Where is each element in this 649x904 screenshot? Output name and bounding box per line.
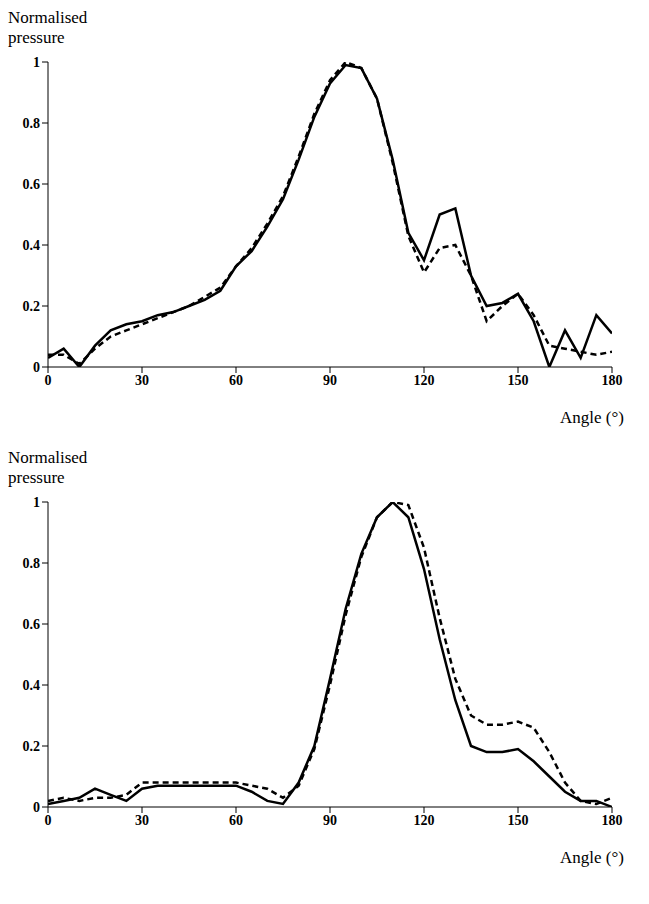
- svg-text:0.8: 0.8: [23, 556, 41, 571]
- svg-text:0: 0: [45, 813, 52, 828]
- svg-text:1: 1: [33, 495, 40, 510]
- svg-text:0: 0: [33, 800, 40, 815]
- svg-text:150: 150: [508, 373, 529, 388]
- svg-text:120: 120: [414, 373, 435, 388]
- svg-text:60: 60: [229, 373, 243, 388]
- svg-text:0.2: 0.2: [23, 739, 41, 754]
- html-text:Normalised pressure: Normalised pressure: [8, 8, 88, 47]
- svg-text:180: 180: [602, 373, 623, 388]
- html-text:Angle (°): Angle (°): [560, 848, 624, 867]
- svg-text:90: 90: [323, 373, 337, 388]
- svg-text:90: 90: [323, 813, 337, 828]
- svg-text:180: 180: [602, 813, 623, 828]
- svg-text:0: 0: [33, 360, 40, 375]
- svg-text:0.8: 0.8: [23, 116, 41, 131]
- svg-text:0.6: 0.6: [23, 177, 41, 192]
- svg-text:30: 30: [135, 373, 149, 388]
- svg-text:0.6: 0.6: [23, 617, 41, 632]
- svg-text:150: 150: [508, 813, 529, 828]
- svg-text:120: 120: [414, 813, 435, 828]
- html-text:Angle (°): Angle (°): [560, 408, 624, 427]
- html-text:Normalised pressure: Normalised pressure: [8, 448, 88, 487]
- svg-text:0: 0: [45, 373, 52, 388]
- svg-text:0.2: 0.2: [23, 299, 41, 314]
- svg-text:0.4: 0.4: [23, 678, 41, 693]
- svg-text:30: 30: [135, 813, 149, 828]
- svg-text:60: 60: [229, 813, 243, 828]
- svg-text:1: 1: [33, 55, 40, 70]
- svg-text:0.4: 0.4: [23, 238, 41, 253]
